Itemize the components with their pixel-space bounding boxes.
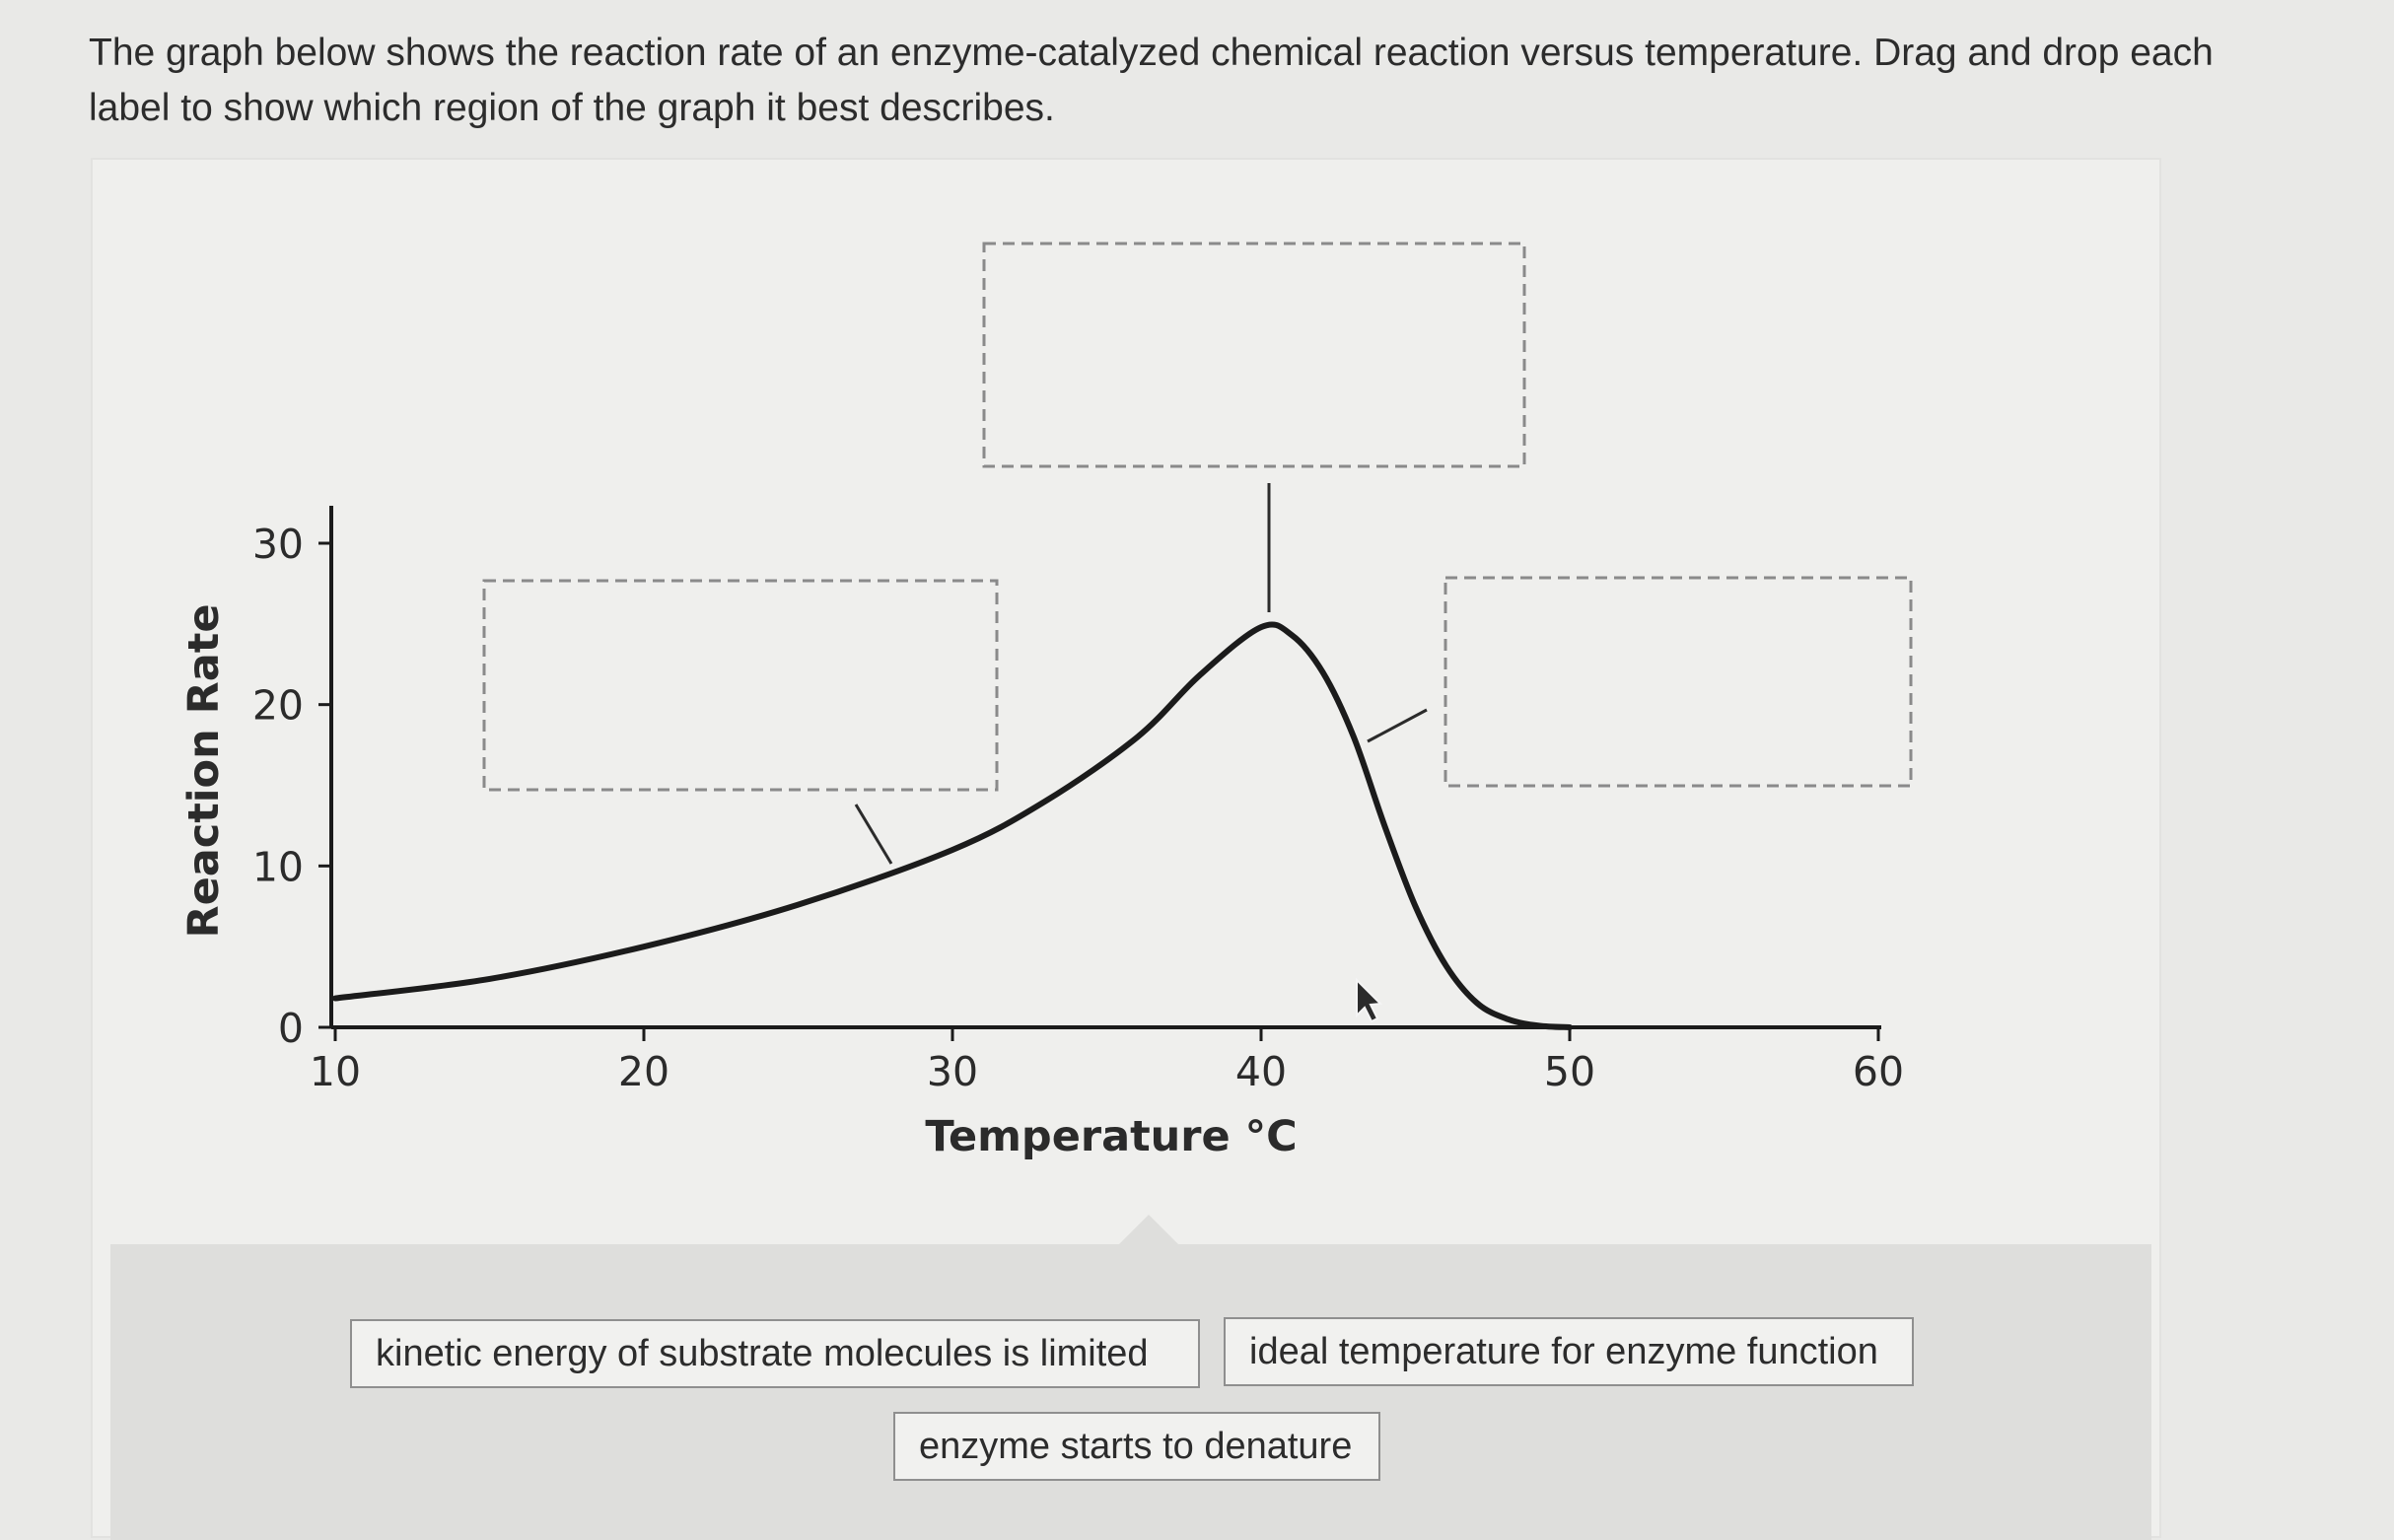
x-axis-title: Temperature °C [925,1112,1297,1161]
y-tick-label: 0 [278,1005,304,1052]
x-tick-label: 10 [310,1048,361,1095]
drop-zone-peak[interactable] [982,242,1526,468]
x-ticks: 10 20 30 40 50 60 [310,1027,1904,1095]
label-ideal-temperature[interactable]: ideal temperature for enzyme function [1224,1317,1914,1386]
x-tick-label: 20 [618,1048,669,1095]
leader-line-low-temperature [854,804,893,865]
leader-line-high-temperature [1367,708,1428,743]
x-tick-label: 50 [1544,1048,1595,1095]
question-line-2: label to show which region of the graph … [89,87,1055,129]
drop-zone-high-temperature[interactable] [1443,576,1913,788]
y-tick-label: 20 [252,682,304,730]
mouse-cursor-icon [1356,977,1383,1023]
label-enzyme-denature[interactable]: enzyme starts to denature [893,1412,1380,1481]
y-axis-title: Reaction Rate [179,603,229,938]
label-bank [110,1244,2151,1540]
y-ticks: 0 10 20 30 [252,521,331,1052]
y-tick-label: 30 [252,521,304,568]
label-bank-pointer [1117,1215,1180,1246]
reaction-rate-curve [332,621,1573,1030]
x-tick-label: 30 [927,1048,978,1095]
drop-zone-low-temperature[interactable] [482,579,999,792]
question-line-1: The graph below shows the reaction rate … [89,32,2214,74]
label-kinetic-energy-limited[interactable]: kinetic energy of substrate molecules is… [350,1319,1200,1388]
x-tick-label: 60 [1853,1048,1904,1095]
y-tick-label: 10 [252,843,304,890]
x-tick-label: 40 [1235,1048,1287,1095]
question-text: The graph below shows the reaction rate … [89,26,2317,136]
